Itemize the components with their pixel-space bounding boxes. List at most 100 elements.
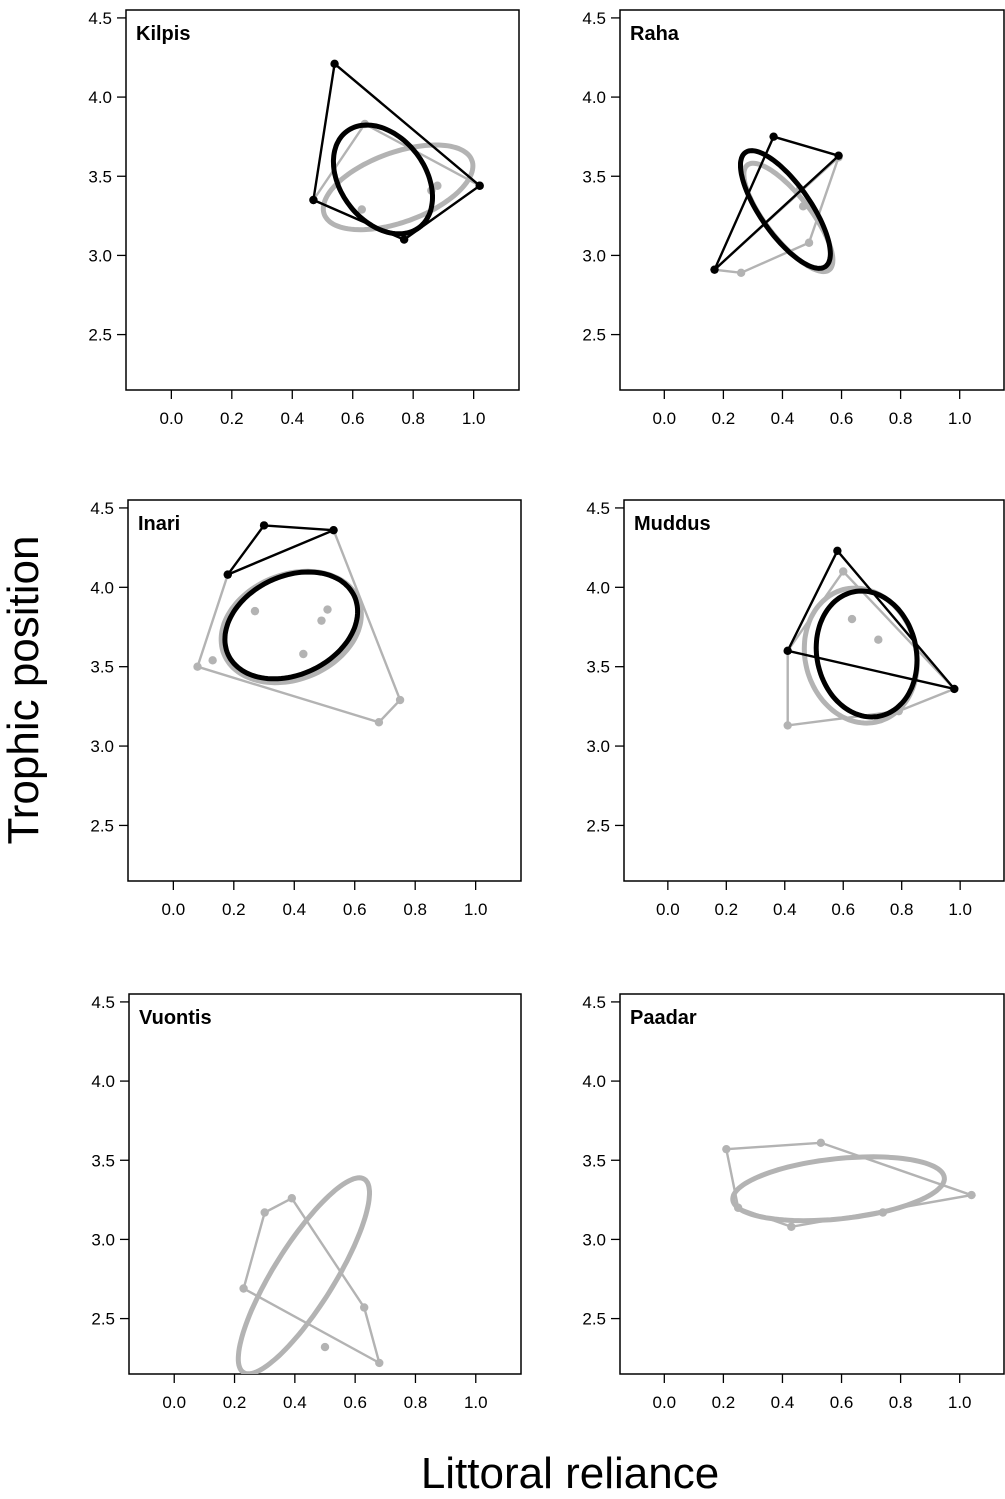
data-point (769, 132, 778, 141)
y-tick-label: 4.0 (88, 88, 112, 107)
sea-ellipse (730, 1154, 947, 1224)
data-point (329, 525, 338, 535)
plot-frame (125, 9, 520, 391)
sea-ellipse (330, 122, 435, 237)
data-point (816, 1138, 826, 1148)
x-tick-label: 0.2 (223, 1393, 247, 1412)
y-tick-label: 3.0 (88, 246, 112, 265)
data-point (878, 1208, 888, 1217)
data-point (710, 265, 719, 274)
x-tick-label: 0.4 (773, 900, 797, 919)
data-point (299, 649, 308, 659)
data-point (804, 238, 814, 247)
data-point (839, 567, 848, 576)
panel-muddus: 0.0 0.2 0.4 0.6 0.8 1.0 2.5 3.0 3.5 4.0 4.5 Muddus (586, 499, 1005, 919)
data-point (323, 605, 332, 614)
series-grey (722, 1138, 977, 1231)
plot-frame (619, 9, 1005, 391)
series-black (309, 59, 484, 244)
sea-ellipse (320, 142, 476, 233)
data-point (239, 1284, 248, 1293)
y-tick-label: 4.5 (91, 993, 115, 1012)
panel-raha: 0.0 0.2 0.4 0.6 0.8 1.0 2.5 3.0 3.5 4.0 4.5 Raha (582, 9, 1005, 428)
panel-paadar: 0.0 0.2 0.4 0.6 0.8 1.0 2.5 3.0 3.5 4.0 4.5 Paadar (582, 993, 1005, 1412)
data-point (798, 202, 808, 211)
y-tick-label: 4.5 (582, 9, 606, 28)
series-grey (235, 1175, 384, 1374)
x-tick-label: 0.8 (890, 900, 914, 919)
data-point (360, 1303, 369, 1312)
x-tick-label: 1.0 (948, 409, 972, 428)
data-point (223, 570, 232, 579)
panel-title: Paadar (630, 1007, 697, 1029)
panel-title: Vuontis (139, 1007, 212, 1029)
plot-frame (623, 499, 1005, 882)
data-point (250, 606, 260, 616)
y-tick-label: 3.5 (582, 1151, 606, 1170)
y-tick-label: 4.0 (91, 1072, 115, 1091)
series-black (783, 546, 959, 720)
x-tick-label: 1.0 (948, 1393, 972, 1412)
sea-ellipse (738, 148, 833, 271)
x-tick-label: 0.8 (403, 900, 427, 919)
plot-data (783, 546, 959, 730)
y-tick-label: 2.5 (582, 326, 606, 345)
x-tick-label: 0.8 (889, 1393, 913, 1412)
x-tick-label: 0.4 (282, 900, 306, 919)
plot-frame (619, 993, 1005, 1375)
x-tick-label: 0.2 (220, 409, 244, 428)
plot-data (193, 521, 405, 727)
data-point (950, 684, 959, 694)
panel-title: Kilpis (136, 23, 190, 45)
y-tick-label: 2.5 (90, 816, 114, 835)
sea-ellipse (218, 568, 364, 686)
x-tick-label: 0.6 (343, 900, 367, 919)
y-tick-label: 2.5 (88, 326, 112, 345)
x-tick-label: 0.0 (162, 1393, 186, 1412)
y-tick-label: 3.5 (90, 658, 114, 677)
x-tick-label: 0.8 (889, 409, 913, 428)
data-point (317, 616, 326, 625)
data-point (874, 635, 883, 644)
x-tick-label: 0.6 (343, 1393, 367, 1412)
data-point (259, 521, 269, 530)
data-point (287, 1194, 297, 1203)
y-tick-label: 4.0 (90, 578, 114, 597)
x-tick-label: 0.6 (830, 409, 854, 428)
x-tick-label: 0.0 (652, 1393, 676, 1412)
x-tick-label: 0.4 (771, 1393, 795, 1412)
convex-hull (785, 548, 958, 691)
data-point (783, 721, 792, 730)
sea-ellipse (222, 569, 361, 682)
data-point (260, 1208, 269, 1217)
data-point (967, 1190, 976, 1200)
data-point (320, 1342, 330, 1352)
x-tick-label: 0.8 (404, 1393, 428, 1412)
data-point (733, 1203, 743, 1212)
y-tick-label: 3.0 (586, 737, 610, 756)
data-point (722, 1144, 731, 1154)
y-tick-label: 2.5 (586, 816, 610, 835)
y-tick-label: 4.0 (582, 88, 606, 107)
y-tick-label: 3.0 (582, 1230, 606, 1249)
x-axis-title: Littoral reliance (421, 1449, 719, 1498)
x-tick-label: 0.2 (712, 409, 736, 428)
x-tick-label: 0.6 (341, 409, 365, 428)
convex-hull (224, 524, 335, 578)
y-tick-label: 4.5 (582, 993, 606, 1012)
plot-frame (127, 499, 522, 882)
y-tick-label: 3.0 (91, 1230, 115, 1249)
data-point (847, 614, 857, 624)
x-tick-label: 0.6 (831, 900, 855, 919)
x-tick-label: 0.2 (712, 1393, 736, 1412)
x-tick-label: 0.2 (222, 900, 246, 919)
data-point (787, 1222, 796, 1231)
data-point (833, 546, 842, 555)
y-tick-label: 3.0 (582, 246, 606, 265)
x-tick-label: 0.4 (280, 409, 304, 428)
panel-title: Raha (630, 23, 680, 45)
x-tick-label: 0.0 (160, 409, 184, 428)
panel-inari: 0.0 0.2 0.4 0.6 0.8 1.0 2.5 3.0 3.5 4.0 4.5 Inari (90, 499, 522, 919)
y-axis-title: Trophic position (0, 536, 48, 845)
data-point (783, 646, 792, 656)
